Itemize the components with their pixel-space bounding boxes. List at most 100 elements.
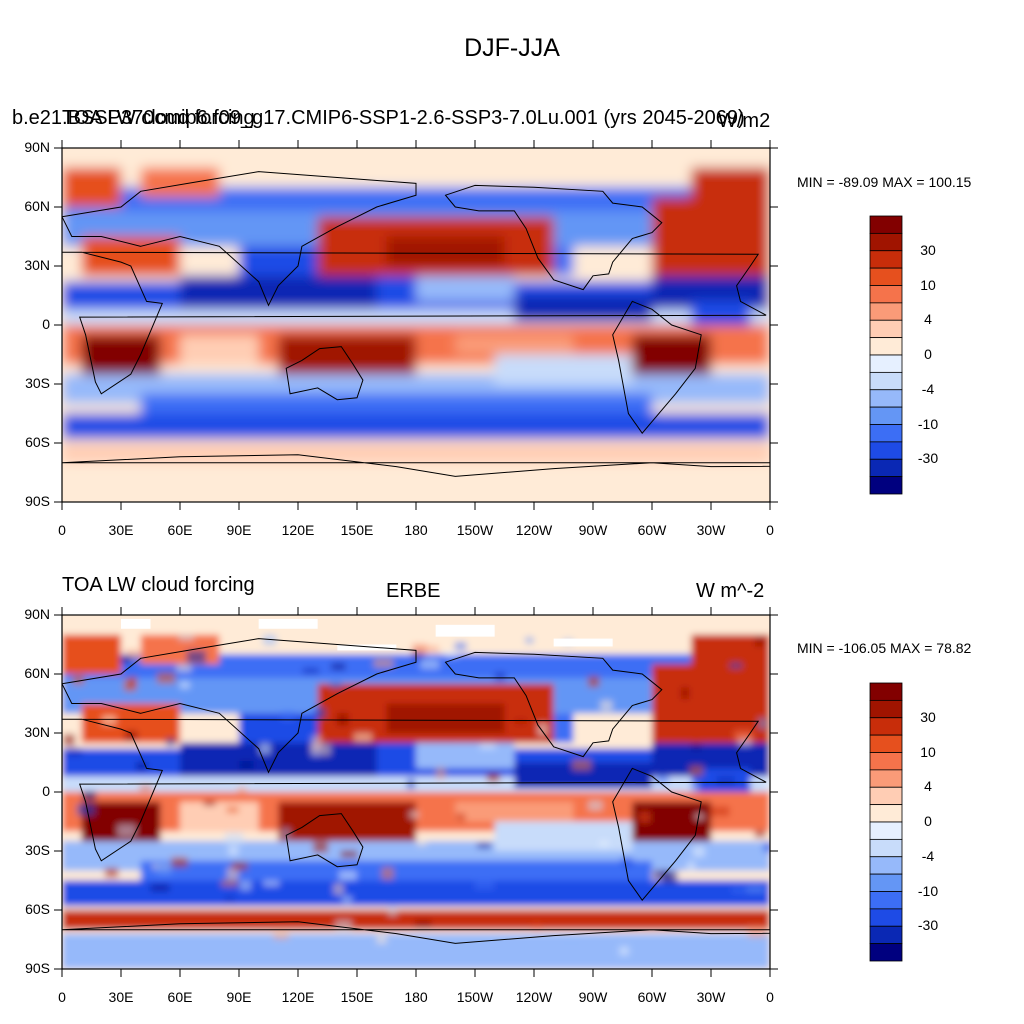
lat-tick-label: 0 <box>42 316 50 332</box>
coastline <box>612 767 702 902</box>
missing-data-patch <box>258 618 318 629</box>
colorbar-swatch <box>869 908 903 927</box>
lon-tick-label: 30E <box>108 989 134 1005</box>
lon-tick-label: 30E <box>108 522 134 538</box>
colorbar-swatch <box>869 302 903 321</box>
colorbar-swatch <box>869 354 903 373</box>
field-region <box>416 742 515 769</box>
lon-tick-label: 60W <box>637 522 667 538</box>
panel1-variable-title: TOA LW cloud forcing <box>62 107 255 129</box>
lon-tick-label: 90W <box>578 989 608 1005</box>
panel2-map <box>62 615 770 969</box>
lon-tick-label: 0 <box>58 989 66 1005</box>
coastline <box>285 346 364 401</box>
colorbar-label: -10 <box>917 415 939 432</box>
lat-tick-label: 60S <box>25 434 50 450</box>
colorbar-swatch <box>869 838 903 858</box>
field-region <box>386 236 505 266</box>
lon-tick-label: 60E <box>167 522 193 538</box>
lon-tick-label: 120W <box>515 522 553 538</box>
lat-tick-label: 0 <box>42 783 50 799</box>
field-region <box>180 801 259 832</box>
colorbar-swatch <box>869 250 903 269</box>
panel1-units: W/m2 <box>718 110 771 132</box>
coastline <box>444 184 663 291</box>
figure-title: DJF-JJA <box>464 34 560 62</box>
field-region <box>180 334 259 365</box>
lat-tick-label: 90N <box>24 606 50 622</box>
field-region <box>494 354 633 384</box>
lat-tick-label: 30N <box>24 724 50 740</box>
lon-tick-label: 150W <box>456 522 494 538</box>
colorbar-swatch <box>869 769 903 788</box>
lon-tick-label: 60E <box>167 989 193 1005</box>
coastline <box>62 251 767 395</box>
missing-data-patch <box>337 644 397 651</box>
lon-tick-label: 180 <box>404 989 428 1005</box>
lon-tick-label: 90E <box>226 522 252 538</box>
lat-tick-label: 60S <box>25 901 50 917</box>
field-region <box>62 413 770 440</box>
panel2-units: W m^-2 <box>696 580 765 602</box>
colorbar-swatch <box>869 925 903 945</box>
lon-tick-label: 30W <box>696 989 726 1005</box>
colorbar-swatch <box>869 371 903 391</box>
lat-tick-label: 30S <box>25 842 50 858</box>
lon-tick-label: 0 <box>766 522 774 538</box>
colorbar-swatch <box>869 232 903 252</box>
colorbar-swatch <box>869 752 903 771</box>
colorbar-label: 0 <box>924 813 932 829</box>
colorbar-swatch <box>869 389 903 408</box>
lon-tick-label: 90W <box>578 522 608 538</box>
lon-tick-label: 60W <box>637 989 667 1005</box>
field-region <box>62 443 770 463</box>
lon-tick-label: 150E <box>340 522 374 538</box>
lon-tick-label: 150W <box>456 989 494 1005</box>
lon-tick-label: 30W <box>696 522 726 538</box>
coastline <box>62 921 770 944</box>
lat-tick-label: 60N <box>24 665 50 681</box>
lat-tick-label: 90S <box>25 960 50 976</box>
panel2-variable-title: TOA LW cloud forcing <box>62 574 255 596</box>
colorbar-swatch <box>869 215 903 234</box>
field-region <box>140 167 220 198</box>
lat-tick-label: 30N <box>24 257 50 273</box>
field-region <box>180 742 377 783</box>
colorbar-label: 4 <box>924 778 932 795</box>
lon-tick-label: 0 <box>58 522 66 538</box>
missing-data-patch <box>121 618 151 629</box>
colorbar-label: 30 <box>920 241 936 258</box>
field-region <box>62 466 770 502</box>
coastline <box>612 300 702 435</box>
colorbar-swatch <box>869 856 903 875</box>
lat-tick-label: 90S <box>25 493 50 509</box>
panel1-case-title: b.e21.BSSP370cmip6.f09_g17.CMIP6-SSP1-2.… <box>12 107 745 129</box>
coastline <box>444 651 663 758</box>
colorbar-swatch <box>869 319 903 339</box>
field-region <box>62 880 770 907</box>
colorbar-swatch <box>869 804 903 823</box>
colorbar-label: -30 <box>917 917 939 934</box>
colorbar-swatch <box>869 821 903 840</box>
field-region <box>62 933 770 969</box>
colorbar-label: 0 <box>924 346 932 362</box>
colorbar-swatch <box>869 717 903 736</box>
field-region <box>455 801 574 822</box>
colorbar-swatch <box>869 476 903 495</box>
colorbar-swatch <box>869 406 903 425</box>
colorbar-swatch <box>869 458 903 478</box>
coastline <box>62 454 770 477</box>
colorbar-swatch <box>869 891 903 910</box>
field-region <box>514 295 652 322</box>
field-region <box>494 821 633 851</box>
panel1-colorbar <box>869 215 903 495</box>
panel2-dataset-title: ERBE <box>386 580 441 602</box>
missing-data-patch <box>435 624 495 637</box>
colorbar-swatch <box>869 873 903 892</box>
colorbar-label: -4 <box>921 380 935 397</box>
lat-tick-label: 90N <box>24 139 50 155</box>
coastline <box>62 718 767 862</box>
lon-tick-label: 0 <box>766 989 774 1005</box>
colorbar-label: 4 <box>924 311 932 328</box>
